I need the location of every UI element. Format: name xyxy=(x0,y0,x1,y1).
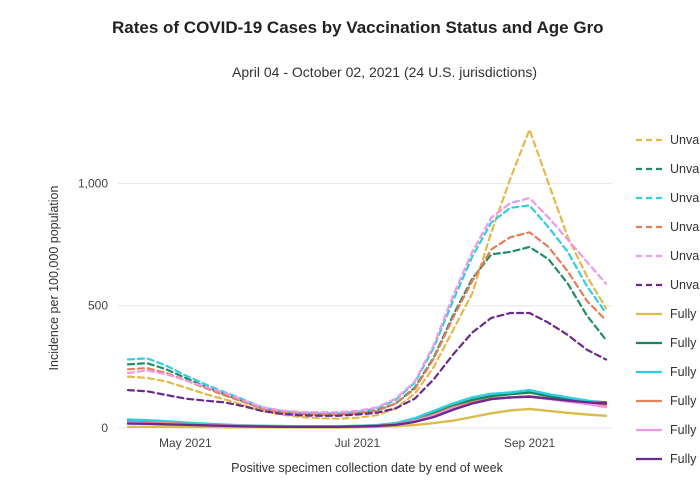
y-tick-label: 0 xyxy=(101,421,108,435)
x-axis-ticks: May 2021 Jul 2021 Sep 2021 xyxy=(159,436,556,450)
legend-label: Fully xyxy=(670,394,697,408)
x-tick-label: Jul 2021 xyxy=(335,436,381,450)
y-tick-label: 1,000 xyxy=(78,176,108,190)
legend-label: Unva xyxy=(670,162,699,176)
x-axis-label: Positive specimen collection date by end… xyxy=(231,461,503,475)
series-line-6 xyxy=(126,311,608,417)
x-tick-label: May 2021 xyxy=(159,436,212,450)
series-line-5 xyxy=(126,197,608,414)
legend-label: Fully xyxy=(670,365,697,379)
legend-label: Fully xyxy=(670,307,697,321)
legend-label: Unva xyxy=(670,133,699,147)
legend-label: Fully xyxy=(670,423,697,437)
series-line-12 xyxy=(126,395,608,428)
series-line-1 xyxy=(126,128,608,420)
legend: Unva Unva Unva Unva Unva Unva Fully Fully Fully F… xyxy=(636,133,699,466)
y-tick-label: 500 xyxy=(88,299,108,313)
plot-area xyxy=(126,128,608,429)
legend-label: Fully xyxy=(670,452,697,466)
legend-label: Unva xyxy=(670,191,699,205)
legend-label: Unva xyxy=(670,278,699,292)
legend-label: Fully xyxy=(670,336,697,350)
series-line-2 xyxy=(126,245,608,416)
chart-subtitle: April 04 - October 02, 2021 (24 U.S. jur… xyxy=(232,64,538,80)
legend-label: Unva xyxy=(670,220,699,234)
y-axis-ticks: 0 500 1,000 xyxy=(78,176,108,435)
series-line-3 xyxy=(126,204,608,415)
series-line-4 xyxy=(126,231,608,416)
chart-title: Rates of COVID-19 Cases by Vaccination S… xyxy=(112,18,604,37)
x-tick-label: Sep 2021 xyxy=(504,436,556,450)
legend-label: Unva xyxy=(670,249,699,263)
y-axis-label: Incidence per 100,000 population xyxy=(47,186,61,371)
